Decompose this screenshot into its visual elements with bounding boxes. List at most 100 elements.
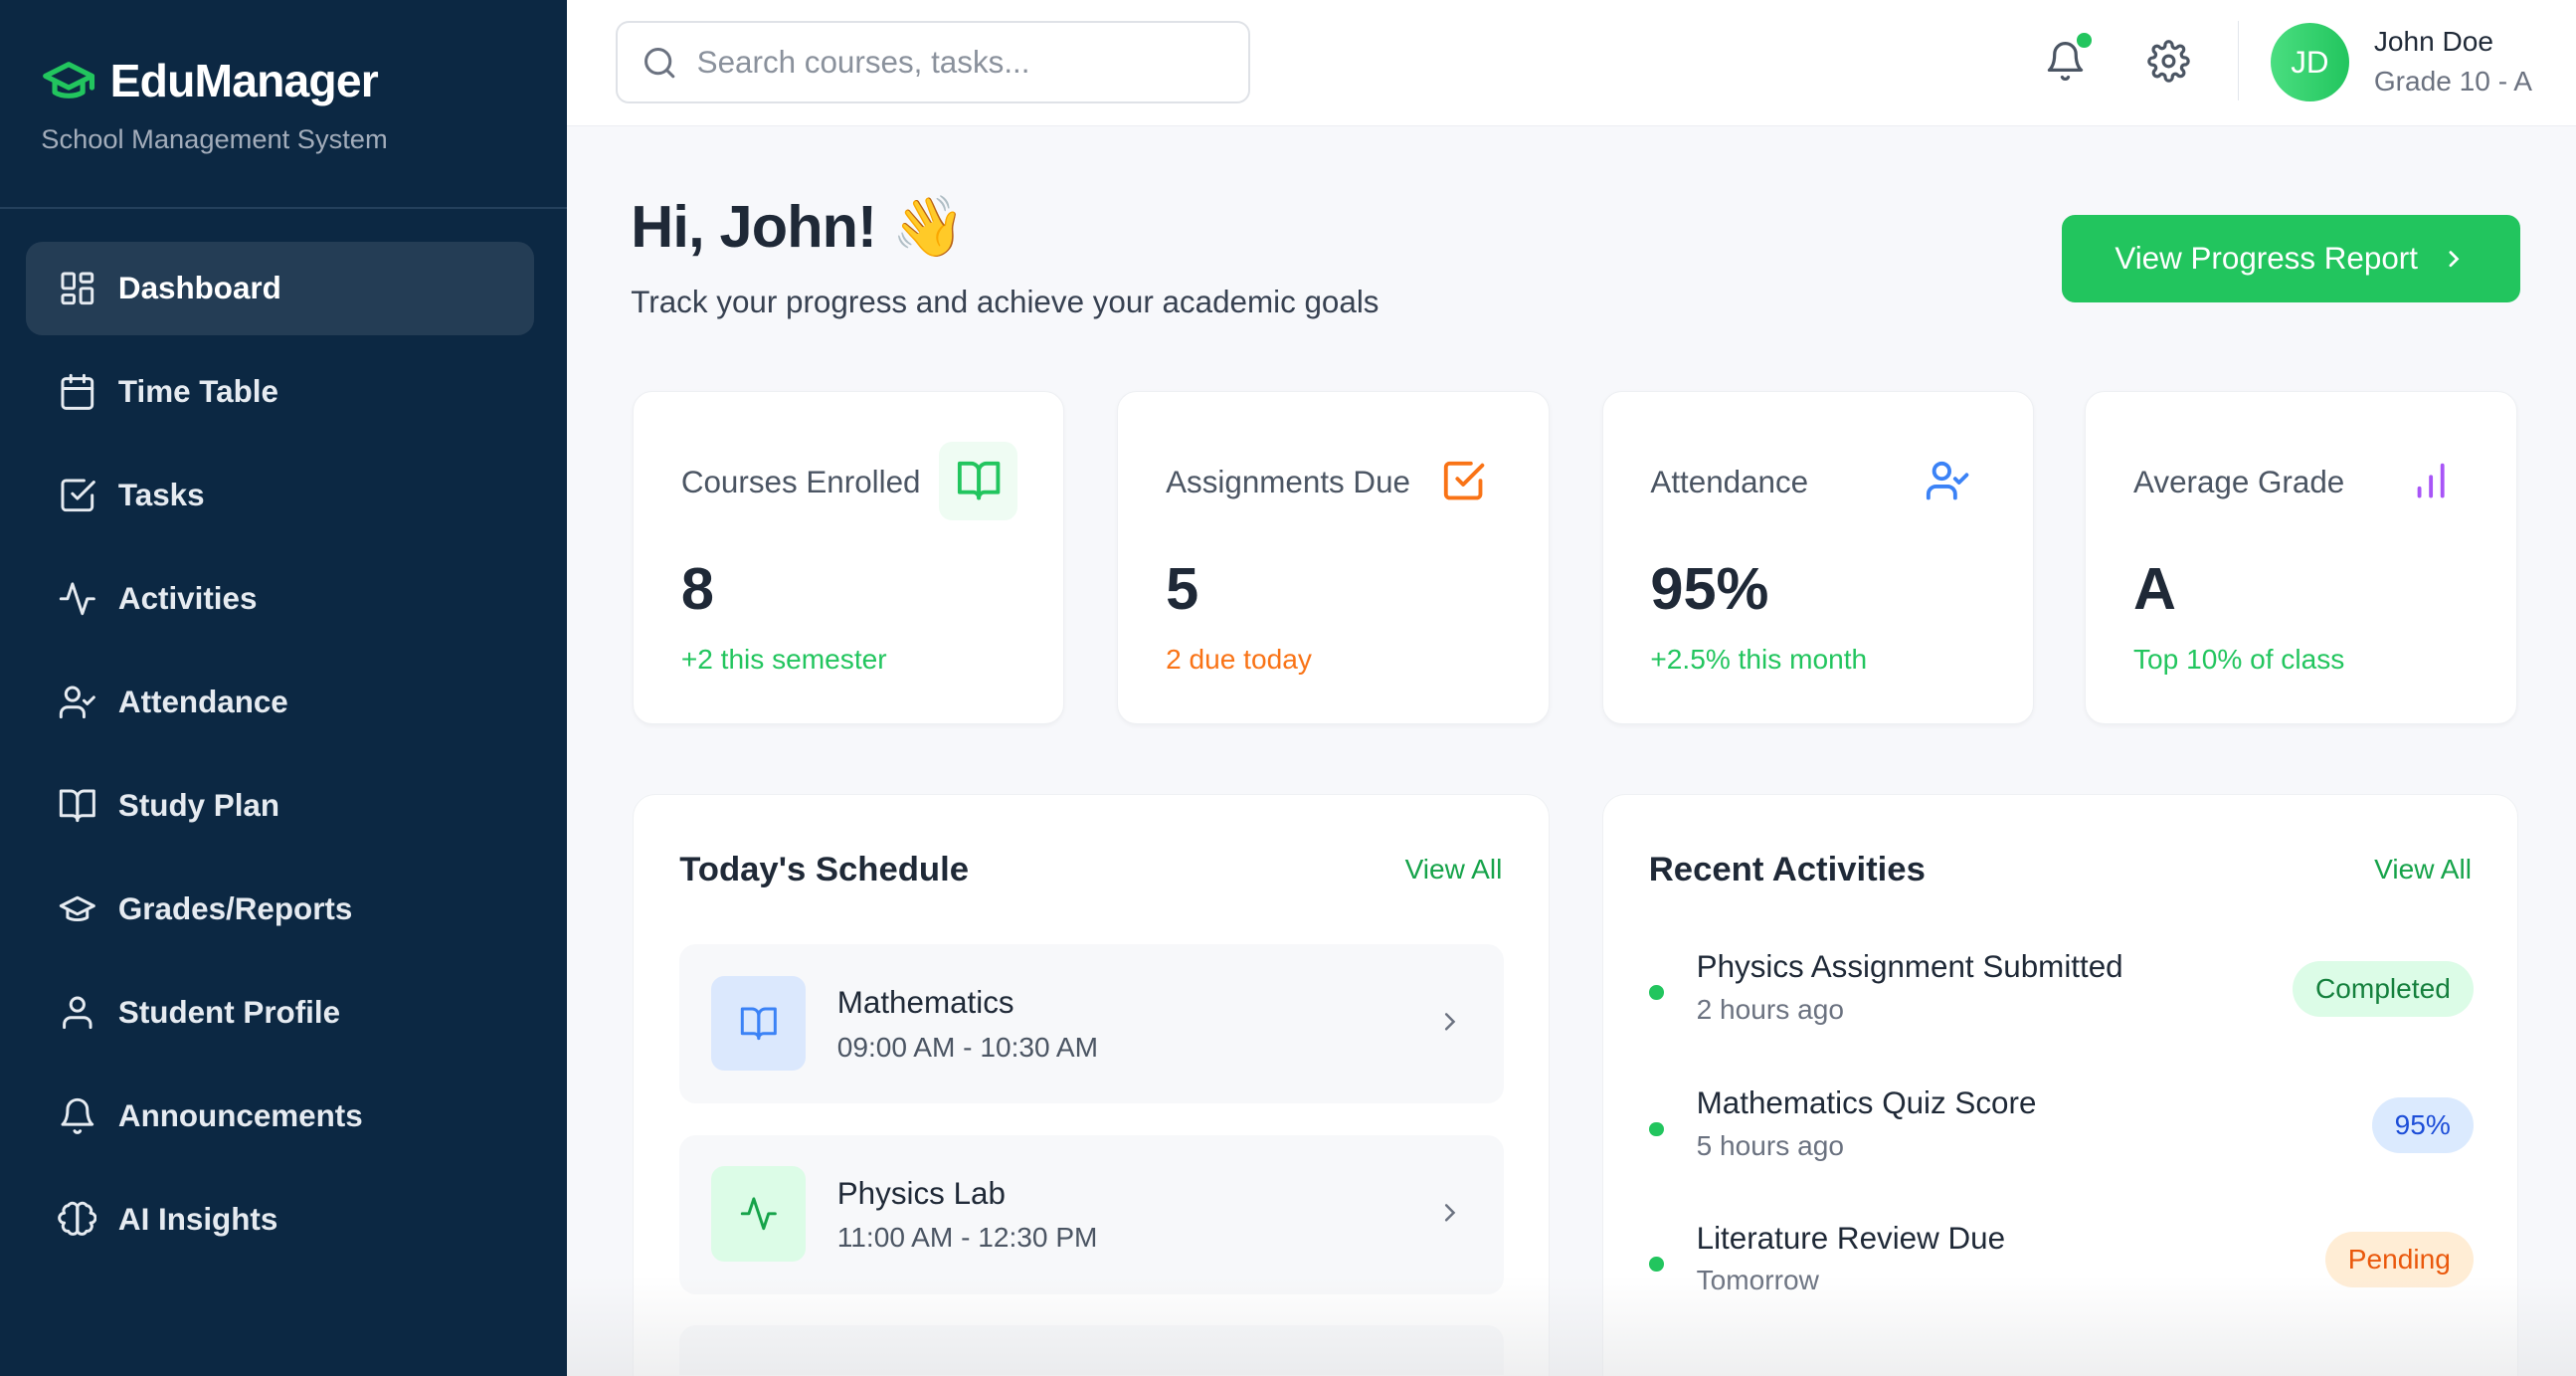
status-dot: [1648, 1121, 1664, 1137]
activity-time: Tomorrow: [1696, 1265, 1819, 1296]
schedule-time: 09:00 AM - 10:30 AM: [836, 1031, 1098, 1063]
settings-button[interactable]: [2147, 39, 2193, 86]
bell-icon: [61, 1098, 93, 1135]
stat-note: +2.5% this month: [1650, 643, 1868, 675]
chevron-right-icon: [1444, 1203, 1456, 1222]
gear-icon: [2147, 39, 2190, 83]
avatar[interactable]: JD: [2270, 23, 2350, 102]
stat-label: Attendance: [1650, 464, 1809, 499]
search-box[interactable]: [616, 21, 1250, 104]
sidebar-item-student-profile[interactable]: Student Profile: [26, 966, 533, 1060]
sidebar-item-label: Dashboard: [117, 270, 281, 305]
notifications-button[interactable]: [2044, 33, 2092, 86]
stat-label: Courses Enrolled: [680, 464, 921, 499]
sidebar-item-dashboard[interactable]: Dashboard: [26, 241, 534, 335]
layout-dashboard-icon: [61, 272, 93, 305]
check-square-icon: [61, 479, 95, 512]
stat-value: 5: [1166, 555, 1199, 622]
activity-time: 2 hours ago: [1696, 993, 1844, 1025]
user-check-icon: [59, 686, 95, 719]
search-icon: [644, 47, 674, 78]
chevron-right-icon: [1444, 1013, 1456, 1031]
panel-title: Recent Activities: [1648, 851, 1926, 889]
sidebar-item-label: Tasks: [117, 477, 205, 512]
sidebar-item-label: Time Table: [117, 373, 278, 409]
view-all-activities-link[interactable]: View All: [2374, 854, 2472, 885]
stat-value: 95%: [1650, 555, 1769, 622]
stat-note: Top 10% of class: [2133, 643, 2345, 675]
status-dot: [1648, 985, 1664, 1001]
sidebar-item-grades-reports[interactable]: Grades/Reports: [26, 863, 533, 956]
schedule-time: 11:00 AM - 12:30 PM: [836, 1222, 1098, 1254]
notification-dot: [2076, 33, 2092, 48]
sidebar-item-activities[interactable]: Activities: [26, 552, 533, 646]
calendar-icon: [61, 373, 93, 410]
schedule-item[interactable]: Physics Lab 11:00 AM - 12:30 PM: [679, 1134, 1505, 1294]
button-label: View Progress Report: [2115, 241, 2418, 277]
book-open-icon: [59, 789, 95, 823]
search-input[interactable]: [696, 44, 1223, 81]
schedule-name: Mathematics: [836, 985, 1014, 1021]
stat-value: 8: [680, 555, 714, 622]
recent-activities-panel: Recent Activities View All Physics Assig…: [1601, 793, 2519, 1376]
activity-name: Mathematics Quiz Score: [1696, 1085, 2037, 1121]
sidebar-item-announcements[interactable]: Announcements: [26, 1070, 533, 1163]
book-open-icon: [710, 975, 807, 1072]
activity-item[interactable]: Mathematics Quiz Score 5 hours ago 95%: [1648, 1085, 2474, 1184]
sidebar: EduManager School Management System Dash…: [0, 0, 567, 1376]
user-check-icon: [1909, 442, 1987, 520]
sidebar-nav: Dashboard Time Table Tasks Activities At…: [26, 241, 534, 1277]
sidebar-item-tasks[interactable]: Tasks: [26, 449, 533, 542]
activity-item[interactable]: Literature Review Due Tomorrow Pending: [1648, 1221, 2474, 1319]
stat-card-average-grade: Average Grade A Top 10% of class: [2085, 391, 2517, 725]
stat-value: A: [2133, 555, 2176, 622]
sidebar-item-label: Attendance: [117, 685, 288, 720]
check-square-icon: [1423, 442, 1502, 520]
user-name: John Doe: [2373, 26, 2494, 58]
activity-time: 5 hours ago: [1696, 1129, 1844, 1161]
graduation-cap-icon: [43, 61, 95, 98]
page-subtitle: Track your progress and achieve your aca…: [631, 284, 1380, 319]
header-divider: [2237, 21, 2240, 100]
graduation-cap-icon: [59, 896, 95, 922]
user-icon: [62, 996, 92, 1030]
view-all-schedule-link[interactable]: View All: [1404, 854, 1503, 885]
stat-note: 2 due today: [1166, 643, 1312, 675]
stat-label: Average Grade: [2133, 464, 2345, 499]
divider: [0, 207, 567, 209]
sidebar-item-label: Grades/Reports: [117, 891, 353, 927]
activity-name: Physics Assignment Submitted: [1696, 949, 2123, 985]
activity-item[interactable]: Physics Assignment Submitted 2 hours ago…: [1648, 949, 2474, 1048]
status-badge: Pending: [2324, 1232, 2474, 1288]
sidebar-item-label: Study Plan: [117, 788, 280, 824]
brand-name: EduManager: [109, 54, 379, 106]
brand-subtitle: School Management System: [41, 122, 388, 154]
schedule-name: Physics Lab: [836, 1176, 1006, 1212]
sidebar-item-label: Activities: [117, 581, 258, 617]
schedule-item[interactable]: Mathematics 09:00 AM - 10:30 AM: [679, 944, 1505, 1104]
status-dot: [1648, 1256, 1664, 1272]
brain-icon: [58, 1202, 97, 1237]
chevron-right-icon: [2449, 251, 2460, 268]
brand[interactable]: EduManager: [41, 53, 379, 108]
sidebar-item-label: AI Insights: [117, 1202, 278, 1238]
sidebar-item-study-plan[interactable]: Study Plan: [26, 759, 533, 853]
sidebar-item-attendance[interactable]: Attendance: [26, 656, 533, 749]
stat-card-courses: Courses Enrolled 8 +2 this semester: [632, 391, 1065, 725]
panel-title: Today's Schedule: [679, 851, 970, 889]
sidebar-item-label: Announcements: [117, 1098, 363, 1134]
page-title: Hi, John! 👋: [631, 192, 966, 260]
schedule-item[interactable]: [679, 1325, 1505, 1375]
sidebar-item-time-table[interactable]: Time Table: [26, 345, 533, 439]
sidebar-item-label: Student Profile: [117, 995, 341, 1031]
stat-label: Assignments Due: [1166, 464, 1410, 499]
top-header: JD John Doe Grade 10 - A: [566, 0, 2576, 127]
activity-icon: [59, 582, 95, 616]
stat-card-assignments: Assignments Due 5 2 due today: [1117, 391, 1550, 725]
status-badge: 95%: [2371, 1096, 2474, 1153]
bar-chart-icon: [2391, 442, 2470, 520]
view-progress-report-button[interactable]: View Progress Report: [2062, 215, 2520, 302]
sidebar-item-ai-insights[interactable]: AI Insights: [26, 1173, 533, 1267]
stat-card-attendance: Attendance 95% +2.5% this month: [1601, 391, 2034, 725]
book-open-icon: [939, 441, 1018, 520]
